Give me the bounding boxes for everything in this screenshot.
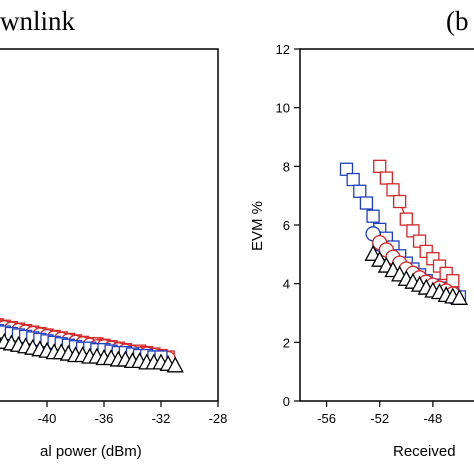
panel-b-series-4-point [450,288,469,305]
panel-a-x-tick-label: -28 [209,411,228,426]
panel-b-x-tick-label: -52 [370,411,389,426]
panel-a-title: wnlink [0,6,76,36]
panel-b-y-tick-label: 6 [283,218,290,233]
panel-b-series-0-point [359,196,374,210]
panel-a-series-3-point [166,356,184,373]
panel-a-x-tick-label: -40 [38,411,57,426]
panel-b-y-tick-label: 0 [283,394,290,409]
panel-b-series-1-point [379,171,394,185]
panel-b-y-tick-label: 8 [283,159,290,174]
panel-b-y-ticks: 0 2 4 6 8 10 12 [276,42,300,409]
panel-b-y-axis-label: EVM % [249,201,266,251]
panel-b-uplink: (b -56 -52 -48 0 2 4 6 8 10 12 EVM % Received [249,6,474,460]
panel-b-x-ticks: -56 -52 -48 [317,401,442,426]
panel-b-plot-frame [299,48,474,402]
panel-a-downlink: wnlink -40 -36 -32 -28 al power (dBm) [0,6,227,460]
panel-b-series-1-point [392,194,407,209]
panel-b-x-tick-label: -48 [423,411,442,426]
panel-b-series-4 [364,244,469,305]
panel-b-y-tick-label: 10 [276,101,290,116]
panel-b-y-tick-label: 2 [283,335,290,350]
panel-a-series-3 [0,332,184,373]
panel-b-series-1-point [386,183,400,197]
panel-b-series-1-point [399,212,413,226]
panel-a-x-axis-label: al power (dBm) [40,443,142,460]
panel-b-y-tick-label: 12 [276,42,290,57]
panel-b-series-1-point [373,159,387,173]
panel-b-y-tick-label: 4 [283,277,290,292]
panel-b-series-0-point [366,209,380,223]
panel-a-series [0,318,184,373]
panel-b-title: (b [446,6,469,36]
panel-b-series-0-point [346,172,360,187]
panel-b-series-1 [373,159,460,288]
panel-b-x-axis-label: Received [393,443,456,460]
panel-a-x-tick-label: -36 [95,411,114,426]
panel-a-x-ticks: -40 -36 -32 -28 [38,401,228,426]
panel-b-x-tick-label: -56 [317,411,336,426]
panel-b-series-0-point [353,184,367,198]
panel-b-series [339,159,469,305]
panel-a-x-tick-label: -32 [152,411,171,426]
